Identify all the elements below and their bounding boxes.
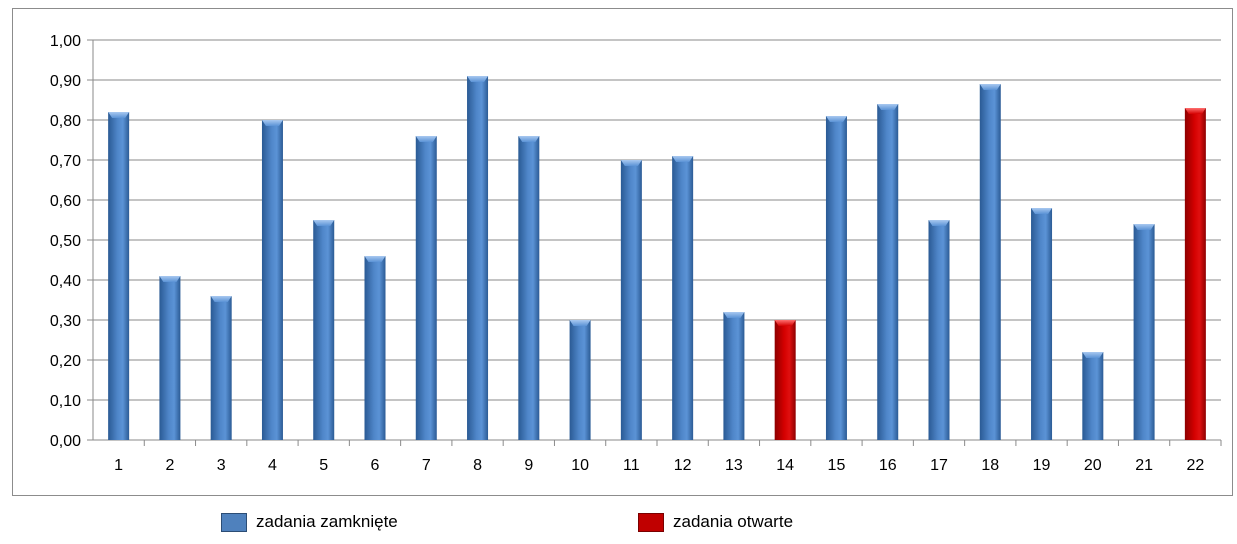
bar-cap-13 xyxy=(723,312,745,318)
bar-6 xyxy=(364,256,386,440)
y-tick-labels: 0,00 0,10 0,20 0,30 0,40 0,50 0,60 0,70 0,80 0,90… xyxy=(50,33,81,450)
x-tick-label: 15 xyxy=(828,457,846,474)
bar-14 xyxy=(774,320,796,440)
bar-cap-2 xyxy=(159,276,181,282)
bar-1 xyxy=(108,112,130,440)
bar-17 xyxy=(928,220,950,440)
bar-4 xyxy=(261,120,283,440)
bar-cap-22 xyxy=(1184,108,1206,114)
bar-3 xyxy=(210,296,232,440)
x-tick-label: 2 xyxy=(165,457,174,474)
y-tick-label: 0,80 xyxy=(50,113,81,130)
y-tick-label: 0,00 xyxy=(50,433,81,450)
bar-cap-9 xyxy=(518,136,540,142)
bar-13 xyxy=(723,312,745,440)
x-tick-label: 22 xyxy=(1186,457,1204,474)
y-tick-label: 0,50 xyxy=(50,233,81,250)
bar-22 xyxy=(1184,108,1206,440)
bar-cap-17 xyxy=(928,220,950,226)
bar-cap-10 xyxy=(569,320,591,326)
bar-8 xyxy=(467,76,489,440)
x-tick-label: 6 xyxy=(371,457,380,474)
x-tick-label: 8 xyxy=(473,457,482,474)
bar-cap-18 xyxy=(979,84,1001,90)
bar-cap-7 xyxy=(415,136,437,142)
bar-cap-16 xyxy=(877,104,899,110)
y-tick-label: 0,40 xyxy=(50,273,81,290)
bar-cap-21 xyxy=(1133,224,1155,230)
x-tick-label: 11 xyxy=(623,457,640,474)
y-tick-label: 0,60 xyxy=(50,193,81,210)
bar-16 xyxy=(877,104,899,440)
bar-cap-19 xyxy=(1031,208,1053,214)
bar-cap-1 xyxy=(108,112,130,118)
bar-cap-11 xyxy=(620,160,642,166)
x-tick-label: 10 xyxy=(571,457,589,474)
bar-cap-4 xyxy=(261,120,283,126)
bar-7 xyxy=(415,136,437,440)
y-tick-label: 0,90 xyxy=(50,73,81,90)
x-tick-label: 1 xyxy=(114,457,123,474)
bar-15 xyxy=(825,116,847,440)
bar-18 xyxy=(979,84,1001,440)
bar-chart: 0,00 0,10 0,20 0,30 0,40 0,50 0,60 0,70 0,80 0,90… xyxy=(50,33,1222,474)
bar-12 xyxy=(672,156,694,440)
x-tick-label: 12 xyxy=(674,457,692,474)
bar-cap-12 xyxy=(672,156,694,162)
y-tick-label: 0,30 xyxy=(50,313,81,330)
x-tick-label: 3 xyxy=(217,457,226,474)
bar-11 xyxy=(620,160,642,440)
x-tick-label: 18 xyxy=(981,457,999,474)
bar-9 xyxy=(518,136,540,440)
bar-cap-14 xyxy=(774,320,796,326)
bar-10 xyxy=(569,320,591,440)
bar-cap-6 xyxy=(364,256,386,262)
bar-cap-20 xyxy=(1082,352,1104,358)
legend-label-open: zadania otwarte xyxy=(673,512,794,531)
legend-swatch-open xyxy=(638,512,664,532)
x-tick-label: 7 xyxy=(422,457,431,474)
y-tick-label: 0,20 xyxy=(50,353,81,370)
bar-21 xyxy=(1133,224,1155,440)
x-tick-label: 16 xyxy=(879,457,897,474)
x-tick-label: 19 xyxy=(1033,457,1051,474)
bars xyxy=(108,76,1206,440)
x-tick-label: 21 xyxy=(1135,457,1153,474)
legend-swatch-closed xyxy=(221,512,247,532)
legend: zadania zamknięte zadania otwarte xyxy=(0,512,1237,542)
legend-label-closed: zadania zamknięte xyxy=(256,512,398,531)
y-tick-label: 0,70 xyxy=(50,153,81,170)
chart-area: 0,00 0,10 0,20 0,30 0,40 0,50 0,60 0,70 0,80 0,90… xyxy=(12,8,1233,496)
bar-cap-8 xyxy=(467,76,489,82)
x-tick-label: 17 xyxy=(930,457,948,474)
bar-cap-15 xyxy=(825,116,847,122)
bar-19 xyxy=(1031,208,1053,440)
legend-item-closed: zadania zamknięte xyxy=(221,512,398,532)
legend-item-open: zadania otwarte xyxy=(638,512,793,532)
bar-5 xyxy=(313,220,335,440)
y-tick-label: 1,00 xyxy=(50,33,81,50)
x-tick-label: 4 xyxy=(268,457,277,474)
bar-2 xyxy=(159,276,181,440)
bar-20 xyxy=(1082,352,1104,440)
x-tick-label: 14 xyxy=(776,457,794,474)
x-tick-labels: 1 2 3 4 5 6 7 8 9 10 11 12 13 14 15 16 17 18 19 20 21 22 xyxy=(114,457,1204,474)
x-tick-label: 13 xyxy=(725,457,743,474)
y-tick-label: 0,10 xyxy=(50,393,81,410)
bar-cap-3 xyxy=(210,296,232,302)
x-tick-label: 20 xyxy=(1084,457,1102,474)
x-tick-label: 5 xyxy=(319,457,328,474)
bar-cap-5 xyxy=(313,220,335,226)
x-tick-label: 9 xyxy=(524,457,533,474)
